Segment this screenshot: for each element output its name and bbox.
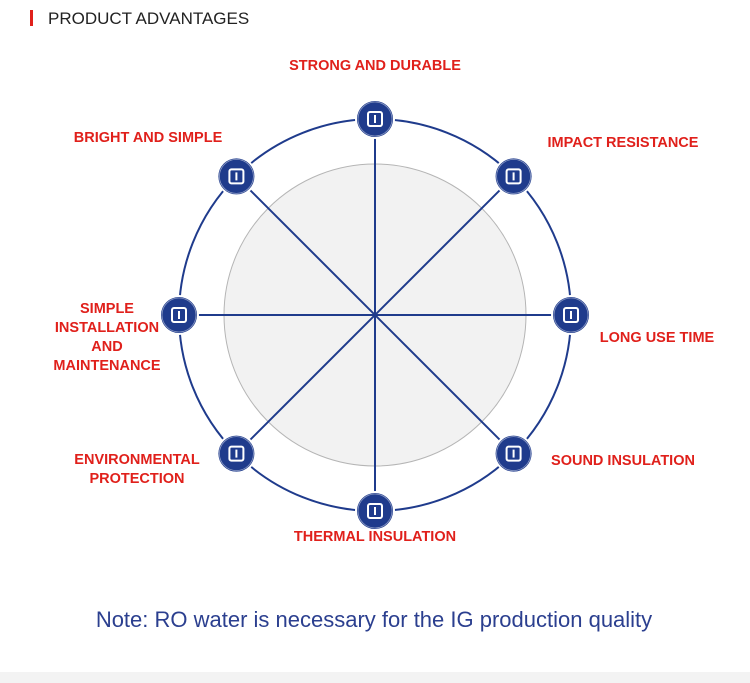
feature-label: AND <box>91 339 122 355</box>
feature-label: SOUND INSULATION <box>551 453 695 469</box>
feature-label: ENVIRONMENTAL <box>74 452 200 468</box>
node-icon <box>563 307 579 323</box>
feature-label: LONG USE TIME <box>600 330 715 346</box>
feature-label: STRONG AND DURABLE <box>289 58 461 74</box>
feature-label: MAINTENANCE <box>53 358 160 374</box>
node-icon <box>367 111 383 127</box>
feature-node: THERMAL INSULATION <box>294 491 456 545</box>
feature-node: IMPACT RESISTANCE <box>493 135 699 197</box>
node-icon <box>367 503 383 519</box>
node-ring <box>357 101 393 137</box>
node-icon <box>171 307 187 323</box>
node-ring <box>219 159 254 194</box>
feature-node: ENVIRONMENTAL PROTECTION <box>74 433 257 487</box>
node-ring <box>496 436 531 471</box>
node-icon <box>228 168 245 185</box>
note: Note: RO water is necessary for the IG p… <box>96 607 652 632</box>
node-icon <box>505 445 522 462</box>
footer-strip <box>0 672 750 683</box>
feature-label: THERMAL INSULATION <box>294 529 456 545</box>
spoke <box>235 175 515 455</box>
feature-label: IMPACT RESISTANCE <box>548 135 699 151</box>
feature-label: BRIGHT AND SIMPLE <box>74 130 223 146</box>
feature-label: SIMPLE <box>80 301 134 317</box>
node-ring <box>496 159 531 194</box>
feature-node: SOUND INSULATION <box>493 433 695 474</box>
node-icon <box>228 445 245 462</box>
feature-label: INSTALLATION <box>55 320 159 336</box>
node-ring <box>357 493 393 529</box>
feature-node: SIMPLE INSTALLATION AND MAINTENANCE <box>53 295 199 374</box>
node-ring <box>161 297 197 333</box>
feature-node: STRONG AND DURABLE <box>289 58 461 139</box>
node-ring <box>553 297 589 333</box>
feature-node: LONG USE TIME <box>551 295 715 346</box>
node-ring <box>219 436 254 471</box>
header-marker <box>30 10 33 26</box>
node-icon <box>505 168 522 185</box>
header-title: PRODUCT ADVANTAGES <box>48 9 249 28</box>
feature-label: PROTECTION <box>89 471 184 487</box>
feature-node: BRIGHT AND SIMPLE <box>74 130 257 197</box>
